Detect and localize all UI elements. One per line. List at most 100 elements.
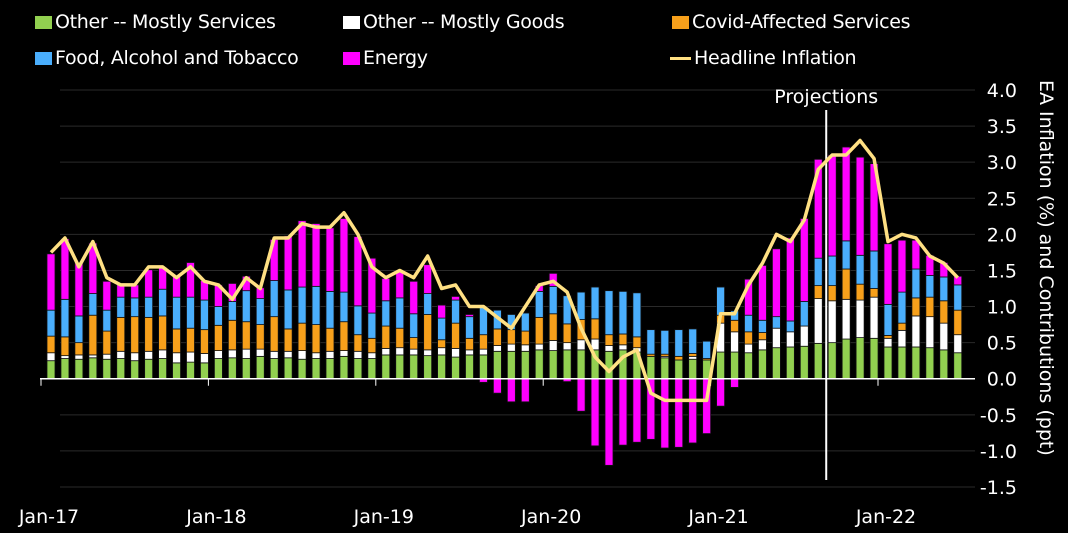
- bar-segment-other-mostly-goods: [465, 349, 474, 356]
- bar-segment-energy: [716, 378, 725, 407]
- bar-segment-covid-affected-services: [688, 353, 698, 357]
- bar-segment-covid-affected-services: [74, 342, 84, 356]
- bar-segment-covid-affected-services: [953, 309, 963, 336]
- x-tick-label: Jan-21: [687, 506, 748, 528]
- bar-segment-other-mostly-services: [716, 351, 725, 380]
- bar-segment-other-mostly-goods: [939, 322, 949, 351]
- legend-label-energy: Energy: [363, 47, 428, 69]
- bar-segment-covid-affected-services: [841, 268, 851, 300]
- bar-segment-other-mostly-goods: [785, 331, 795, 348]
- bar-segment-other-mostly-goods: [534, 343, 544, 351]
- legend-label-goods: Other -- Mostly Goods: [363, 11, 565, 33]
- bar-segment-food-alcohol-and-tobacco: [939, 276, 949, 302]
- bar-segment-energy: [618, 378, 628, 446]
- bar-segment-food-alcohol-and-tobacco: [255, 298, 265, 325]
- bar-segment-other-mostly-services: [158, 358, 168, 380]
- bar-segment-food-alcohol-and-tobacco: [227, 301, 237, 321]
- bar-segment-other-mostly-goods: [74, 354, 84, 360]
- gridlines: [60, 89, 975, 488]
- bar-segment-other-mostly-services: [172, 362, 181, 380]
- bar-segment-covid-affected-services: [297, 322, 307, 351]
- x-tick-label: Jan-18: [185, 506, 246, 528]
- bar-segment-covid-affected-services: [409, 337, 419, 350]
- bar-segment-food-alcohol-and-tobacco: [632, 292, 642, 338]
- y-tick-label: 2.0: [987, 224, 1017, 246]
- bar-segment-food-alcohol-and-tobacco: [520, 312, 530, 332]
- bar-segment-food-alcohol-and-tobacco: [618, 290, 628, 335]
- bar-segment-other-mostly-services: [353, 358, 363, 380]
- bar-segment-covid-affected-services: [758, 332, 767, 341]
- legend-item-services: Other -- Mostly Services: [35, 11, 276, 33]
- y-tick-label: 3.0: [987, 152, 1017, 174]
- bar-segment-food-alcohol-and-tobacco: [158, 288, 168, 317]
- bar-segment-other-mostly-goods: [897, 329, 907, 348]
- bar-segment-other-mostly-services: [367, 358, 377, 380]
- bar-segment-other-mostly-goods: [367, 352, 377, 359]
- bar-segment-other-mostly-goods: [618, 344, 628, 351]
- bar-segment-food-alcohol-and-tobacco: [297, 286, 307, 324]
- bar-segment-other-mostly-goods: [395, 347, 405, 356]
- bar-segment-energy: [130, 284, 140, 299]
- bar-segment-covid-affected-services: [451, 322, 460, 349]
- bar-segment-other-mostly-services: [241, 358, 251, 380]
- y-tick-labels: 4.0 3.5 3.0 2.5 2.0 1.5 1.0 0.5 0.0 -0.5 -1.0 -1.5: [980, 80, 1017, 499]
- bar-segment-covid-affected-services: [213, 324, 223, 351]
- bar-segment-food-alcohol-and-tobacco: [883, 303, 893, 336]
- bar-segment-other-mostly-goods: [423, 349, 433, 357]
- projections-label: Projections: [774, 86, 878, 108]
- bar-segment-other-mostly-goods: [688, 355, 698, 360]
- bar-segment-energy: [437, 304, 447, 319]
- bar-segment-other-mostly-goods: [409, 348, 419, 356]
- bar-segment-other-mostly-goods: [227, 349, 237, 359]
- bar-segment-covid-affected-services: [46, 335, 56, 354]
- bar-segment-energy: [897, 239, 907, 293]
- legend-swatch-covid: [672, 15, 689, 29]
- bar-segment-covid-affected-services: [200, 329, 209, 354]
- bar-segment-energy: [785, 237, 795, 322]
- bar-segment-energy: [604, 378, 614, 466]
- bar-segment-covid-affected-services: [479, 334, 488, 350]
- bar-segment-other-mostly-services: [660, 357, 670, 380]
- bar-segment-other-mostly-goods: [158, 349, 168, 359]
- bar-segment-other-mostly-services: [186, 361, 195, 380]
- bar-segment-food-alcohol-and-tobacco: [660, 329, 670, 355]
- bar-segment-food-alcohol-and-tobacco: [576, 291, 586, 320]
- bar-segment-covid-affected-services: [562, 323, 572, 344]
- bar-segment-food-alcohol-and-tobacco: [353, 305, 363, 336]
- bar-segment-covid-affected-services: [381, 325, 391, 349]
- bar-segment-food-alcohol-and-tobacco: [897, 291, 907, 324]
- bar-segment-covid-affected-services: [465, 337, 474, 351]
- bar-segment-covid-affected-services: [186, 327, 195, 353]
- bar-segment-other-mostly-goods: [855, 299, 865, 338]
- bar-segment-other-mostly-goods: [381, 348, 391, 356]
- bar-segment-other-mostly-services: [785, 346, 795, 380]
- bar-segment-covid-affected-services: [116, 316, 126, 352]
- bar-segment-other-mostly-goods: [311, 352, 321, 359]
- bar-segment-other-mostly-services: [297, 358, 307, 380]
- bar-segment-food-alcohol-and-tobacco: [744, 314, 753, 333]
- bar-segment-covid-affected-services: [604, 334, 614, 346]
- bar-segment-other-mostly-goods: [451, 348, 460, 358]
- bar-segment-other-mostly-goods: [730, 331, 739, 353]
- bar-segment-food-alcohol-and-tobacco: [283, 289, 293, 330]
- bar-segment-other-mostly-services: [381, 354, 391, 380]
- bar-segment-energy: [590, 378, 600, 447]
- bar-segment-energy: [576, 378, 586, 412]
- bar-segment-energy: [841, 146, 851, 242]
- bar-segment-other-mostly-services: [855, 337, 865, 380]
- bar-segment-other-mostly-services: [674, 359, 684, 380]
- y-tick-label: 1.0: [987, 297, 1017, 319]
- bar-segment-other-mostly-services: [646, 355, 656, 380]
- bar-segment-other-mostly-services: [130, 360, 140, 380]
- legend-item-headline: Headline Inflation: [670, 47, 857, 69]
- legend-item-food: Food, Alcohol and Tobacco: [35, 47, 299, 69]
- bar-segment-covid-affected-services: [437, 339, 447, 349]
- legend-item-goods: Other -- Mostly Goods: [343, 11, 565, 33]
- bar-segment-covid-affected-services: [423, 314, 433, 351]
- bar-segment-covid-affected-services: [855, 283, 865, 301]
- bar-segment-other-mostly-goods: [799, 325, 809, 347]
- legend-label-food: Food, Alcohol and Tobacco: [55, 47, 299, 69]
- bar-segment-energy: [367, 257, 377, 314]
- bar-segment-other-mostly-services: [311, 358, 321, 380]
- bar-segment-energy: [520, 378, 530, 403]
